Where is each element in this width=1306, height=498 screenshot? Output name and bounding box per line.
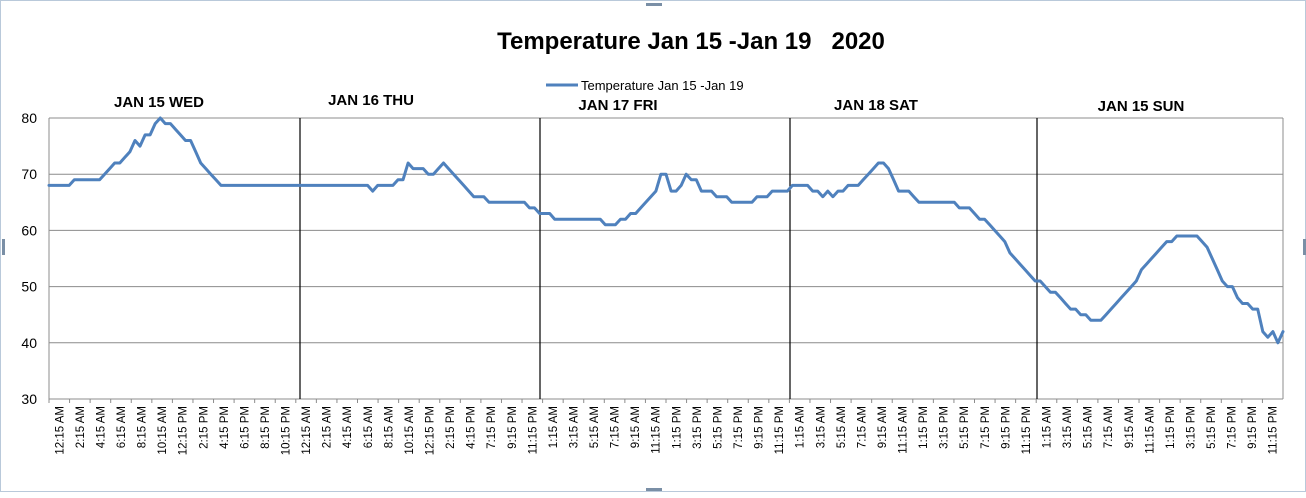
x-tick-label: 10:15 AM (404, 406, 416, 455)
x-tick-label: 3:15 AM (1062, 406, 1074, 448)
x-tick-label: 12:15 PM (178, 406, 190, 455)
x-tick-label: 2:15 AM (75, 406, 87, 448)
x-tick-label: 5:15 AM (589, 406, 601, 448)
x-tick-label: 1:15 PM (1165, 406, 1177, 449)
chart-title: Temperature Jan 15 -Jan 19 2020 (497, 28, 885, 55)
x-tick-label: 5:15 AM (1083, 406, 1095, 448)
y-tick-label: 30 (21, 391, 37, 407)
x-tick-label: 3:15 PM (1185, 406, 1197, 449)
x-tick-label: 2:15 AM (322, 406, 334, 448)
x-tick-label: 6:15 AM (116, 406, 128, 448)
day-label: JAN 18 SAT (834, 97, 918, 114)
x-tick-label: 12:15 AM (301, 406, 313, 455)
day-label: JAN 16 THU (328, 92, 414, 109)
x-tick-label: 1:15 AM (548, 406, 560, 448)
x-tick-label: 9:15 AM (630, 406, 642, 448)
x-tick-label: 3:15 AM (815, 406, 827, 448)
x-tick-label: 11:15 PM (1268, 406, 1280, 454)
x-tick-label: 7:15 AM (856, 406, 868, 448)
resize-handles[interactable] (2, 3, 1306, 491)
y-axis: 30 40 50 60 70 80 (21, 110, 1284, 407)
series-temperature (47, 116, 1285, 345)
resize-handle-left[interactable] (2, 239, 5, 255)
y-tick-label: 60 (21, 222, 37, 238)
x-tick-label: 7:15 PM (486, 406, 498, 449)
x-tick-label: 1:15 PM (918, 406, 930, 449)
series-line (47, 116, 1285, 345)
x-tick-label: 1:15 PM (671, 406, 683, 449)
x-tick-label: 11:15 PM (527, 406, 539, 454)
x-tick-label: 11:15 AM (1144, 406, 1156, 454)
resize-handle-right[interactable] (1303, 239, 1306, 255)
x-tick-label: 7:15 PM (980, 406, 992, 449)
x-tick-label: 3:15 PM (692, 406, 704, 449)
x-tick-label: 5:15 PM (712, 406, 724, 449)
legend: Temperature Jan 15 -Jan 19 (546, 78, 744, 93)
legend-label: Temperature Jan 15 -Jan 19 (581, 78, 744, 93)
x-tick-label: 11:15 AM (898, 406, 910, 454)
x-tick-label: 7:15 PM (733, 406, 745, 449)
x-tick-label: 3:15 AM (568, 406, 580, 448)
x-tick-label: 10:15 AM (157, 406, 169, 455)
x-tick-label: 11:15 PM (774, 406, 786, 454)
x-tick-label: 4:15 AM (342, 406, 354, 448)
x-tick-label: 8:15 PM (260, 406, 272, 449)
x-tick-label: 11:15 PM (1021, 406, 1033, 454)
x-tick-label: 9:15 PM (754, 406, 766, 449)
day-dividers (299, 118, 1038, 399)
day-labels: JAN 15 WED JAN 16 THU JAN 17 FRI JAN 18 SAT… (114, 92, 1184, 115)
x-tick-label: 9:15 AM (877, 406, 889, 448)
x-tick-label: 12:15 AM (54, 406, 66, 455)
x-tick-label: 2:15 PM (445, 406, 457, 449)
day-label: JAN 17 FRI (578, 97, 657, 114)
x-tick-label: 9:15 PM (1247, 406, 1259, 449)
day-label: JAN 15 WED (114, 94, 204, 111)
x-tick-label: 3:15 PM (939, 406, 951, 449)
y-tick-label: 40 (21, 335, 37, 351)
x-tick-label: 8:15 AM (137, 406, 149, 448)
x-tick-label: 7:15 AM (610, 406, 622, 448)
x-tick-label: 7:15 PM (1227, 406, 1239, 449)
day-label: JAN 15 SUN (1098, 98, 1185, 115)
x-tick-label: 5:15 PM (959, 406, 971, 449)
x-tick-label: 1:15 AM (795, 406, 807, 448)
y-tick-label: 80 (21, 110, 37, 126)
resize-handle-bottom[interactable] (646, 488, 662, 491)
x-tick-label: 4:15 AM (95, 406, 107, 448)
x-tick-label: 4:15 PM (219, 406, 231, 449)
y-tick-label: 50 (21, 279, 37, 295)
gridlines (49, 117, 1283, 400)
x-axis: 12:15 AM 2:15 AM 4:15 AM 6:15 AM 8:15 AM 10:1… (48, 399, 1280, 455)
x-tick-label: 11:15 AM (651, 406, 663, 454)
x-tick-label: 6:15 AM (363, 406, 375, 448)
x-tick-label: 5:15 PM (1206, 406, 1218, 449)
y-tick-label: 70 (21, 166, 37, 182)
x-tick-label: 6:15 PM (239, 406, 251, 449)
x-tick-label: 9:15 PM (1000, 406, 1012, 449)
resize-handle-top[interactable] (646, 3, 662, 6)
x-tick-label: 8:15 AM (383, 406, 395, 448)
x-tick-label: 5:15 AM (836, 406, 848, 448)
x-tick-label: 4:15 PM (466, 406, 478, 449)
x-tick-label: 7:15 AM (1103, 406, 1115, 448)
x-tick-label: 2:15 PM (198, 406, 210, 449)
x-tick-label: 1:15 AM (1041, 406, 1053, 448)
x-tick-label: 10:15 PM (281, 406, 293, 455)
x-tick-label: 9:15 AM (1124, 406, 1136, 448)
x-tick-label: 12:15 PM (424, 406, 436, 455)
x-tick-label: 9:15 PM (507, 406, 519, 449)
